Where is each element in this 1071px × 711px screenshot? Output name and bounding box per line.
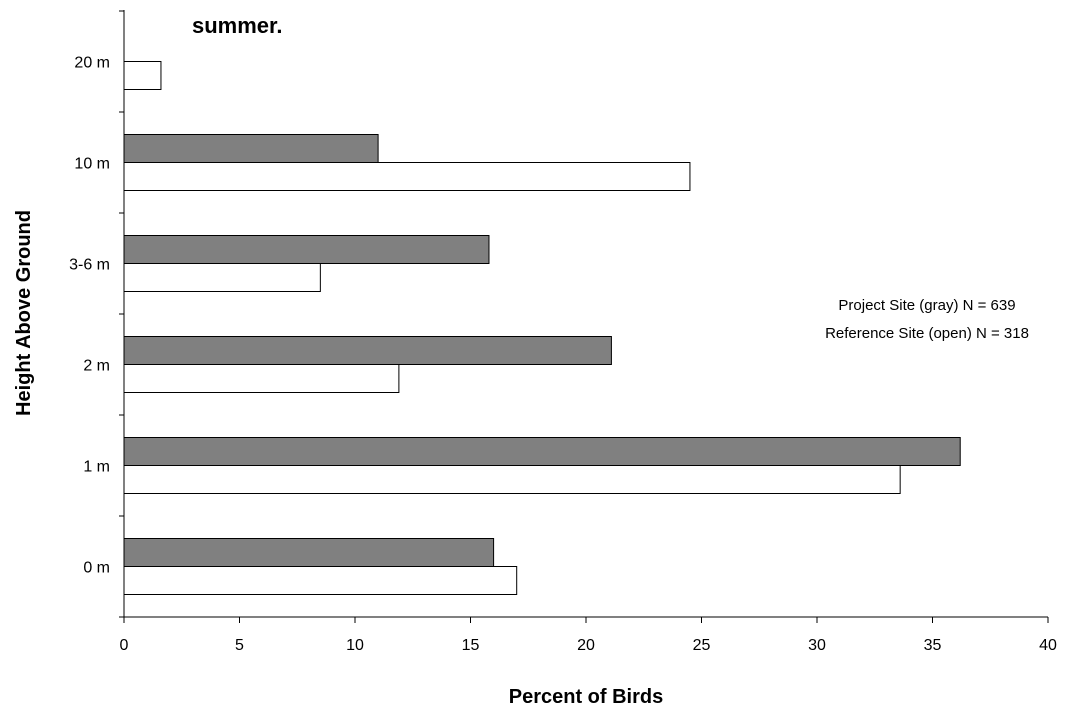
x-ticks-layer: 0 5 10 15 20 25 30 35 40 bbox=[120, 617, 1057, 654]
legend: Project Site (gray) N = 639 Reference Si… bbox=[825, 297, 1029, 342]
y-tick-label: 10 m bbox=[74, 156, 110, 173]
y-axis-title: Height Above Ground bbox=[13, 210, 35, 416]
x-tick-label: 10 bbox=[346, 637, 364, 654]
y-tick-label: 1 m bbox=[83, 459, 110, 476]
y-ticks-layer: 0 m 1 m 2 m 3-6 m 10 m 20 m bbox=[69, 10, 124, 618]
bar-reference bbox=[123, 61, 162, 90]
x-tick-label: 0 bbox=[120, 637, 129, 654]
bar-project bbox=[123, 437, 961, 466]
bar-project bbox=[123, 134, 379, 163]
x-axis-title: Percent of Birds bbox=[509, 686, 663, 708]
x-tick-label: 20 bbox=[577, 637, 595, 654]
bar-project bbox=[123, 538, 495, 567]
y-tick-label: 2 m bbox=[83, 358, 110, 375]
bar-reference bbox=[123, 263, 321, 292]
chart-title: summer. bbox=[192, 13, 283, 38]
legend-project-site: Project Site (gray) N = 639 bbox=[838, 297, 1015, 314]
bar-reference bbox=[123, 566, 518, 595]
x-tick-label: 25 bbox=[693, 637, 711, 654]
x-tick-label: 35 bbox=[924, 637, 942, 654]
bar-reference bbox=[123, 162, 691, 191]
x-tick-label: 30 bbox=[808, 637, 826, 654]
bars-layer bbox=[123, 61, 961, 595]
bar-project bbox=[123, 235, 490, 264]
x-tick-label: 40 bbox=[1039, 637, 1057, 654]
bar-reference bbox=[123, 364, 400, 393]
x-tick-label: 5 bbox=[235, 637, 244, 654]
y-tick-label: 0 m bbox=[83, 560, 110, 577]
bar-project bbox=[123, 336, 612, 365]
y-tick-label: 3-6 m bbox=[69, 257, 110, 274]
x-tick-label: 15 bbox=[462, 637, 480, 654]
bar-reference bbox=[123, 465, 901, 494]
legend-reference-site: Reference Site (open) N = 318 bbox=[825, 325, 1029, 342]
y-tick-label: 20 m bbox=[74, 55, 110, 72]
